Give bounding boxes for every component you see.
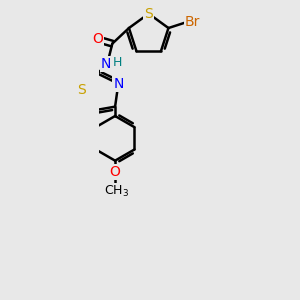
- Text: O: O: [92, 32, 103, 46]
- Text: O: O: [110, 165, 121, 179]
- Text: N: N: [113, 77, 124, 91]
- Text: Br: Br: [185, 14, 200, 28]
- Text: CH$_3$: CH$_3$: [103, 184, 129, 200]
- Text: N: N: [101, 57, 111, 71]
- Text: H: H: [112, 56, 122, 69]
- Text: S: S: [144, 7, 153, 21]
- Text: S: S: [77, 83, 86, 97]
